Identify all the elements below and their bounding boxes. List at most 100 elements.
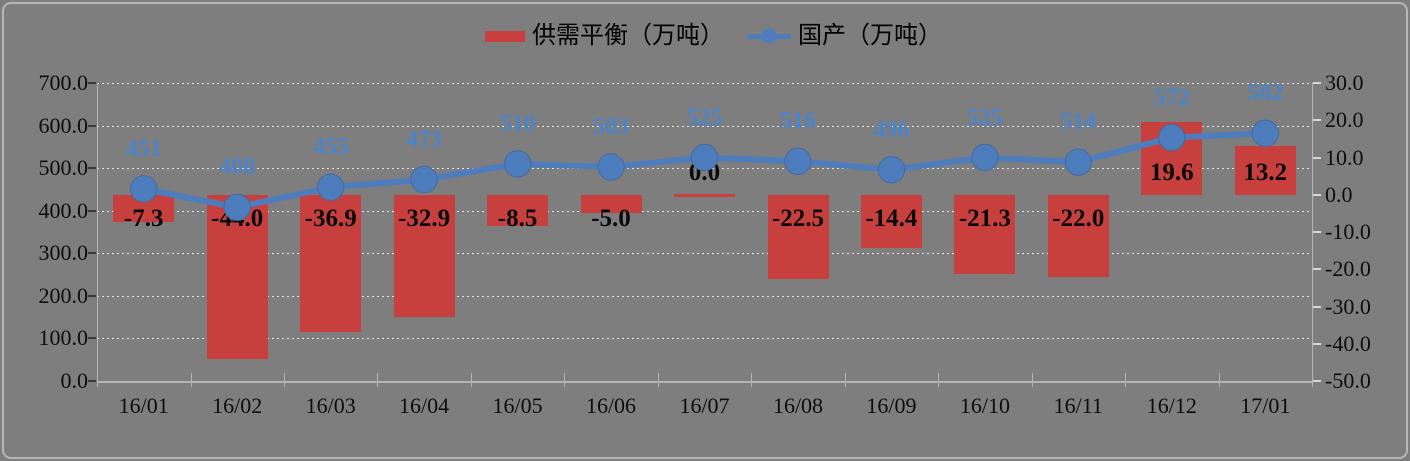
- y-axis-left-tick: [88, 337, 96, 340]
- balance-bar-label: -22.5: [771, 204, 825, 232]
- x-axis-label: 16/05: [492, 393, 543, 418]
- y-axis-left-label: 200.0: [38, 282, 89, 308]
- y-axis-right-tick: [1313, 119, 1321, 122]
- production-marker: [130, 175, 158, 203]
- x-axis-line: [97, 381, 1312, 383]
- balance-bar-label: 13.2: [1243, 158, 1288, 186]
- x-axis-tick: [377, 373, 379, 387]
- y-axis-right-label: -10.0: [1325, 219, 1371, 244]
- balance-bar: [860, 194, 922, 249]
- y-axis-left-tick: [88, 124, 96, 127]
- x-axis-tick: [97, 373, 98, 387]
- production-marker: [971, 143, 999, 172]
- balance-bar: [300, 194, 362, 333]
- y-axis-right-tick: [1313, 231, 1321, 233]
- line-series-swatch-icon: [747, 28, 791, 44]
- balance-bar-label: 19.6: [1149, 158, 1194, 186]
- balance-bar: [767, 194, 829, 279]
- balance-bar-label: -8.5: [497, 204, 538, 232]
- y-axis-left-label: 400.0: [38, 197, 89, 223]
- x-axis-tick: [283, 373, 285, 387]
- x-axis-tick: [938, 373, 940, 387]
- production-point-label: 525: [966, 104, 1003, 131]
- y-axis-left-tick: [88, 209, 96, 212]
- production-marker: [1064, 148, 1093, 176]
- x-axis-label: 16/03: [305, 393, 356, 418]
- y-axis-right-label: 0.0: [1325, 181, 1353, 207]
- legend-label-balance: 供需平衡（万吨）: [532, 23, 724, 49]
- production-marker: [597, 153, 625, 181]
- balance-bar: [1234, 145, 1296, 195]
- production-marker: [317, 173, 345, 202]
- balance-bar-label: -32.9: [398, 204, 451, 232]
- x-axis-tick: [1031, 373, 1033, 387]
- production-point-label: 496: [873, 116, 910, 143]
- production-marker: [784, 147, 812, 176]
- x-axis-tick: [844, 373, 846, 387]
- production-marker: [877, 156, 906, 184]
- balance-bar-label: -22.0: [1052, 204, 1105, 232]
- balance-bar: [487, 194, 549, 227]
- balance-bar: [674, 193, 735, 197]
- balance-bar-label: -36.9: [304, 204, 357, 232]
- y-axis-right-tick: [1313, 380, 1321, 382]
- y-axis-left-line: [97, 83, 98, 381]
- y-axis-right-label: 30.0: [1325, 70, 1364, 95]
- legend-item-production: 国产（万吨）: [747, 22, 942, 50]
- production-point-label: 455: [312, 134, 349, 161]
- production-marker: [1158, 123, 1186, 152]
- grid-line: [97, 83, 1312, 84]
- grid-line: [97, 210, 1312, 212]
- x-axis-tick: [470, 373, 472, 387]
- y-axis-left-label: 300.0: [38, 240, 89, 266]
- y-axis-left-label: 700.0: [38, 70, 89, 95]
- balance-bar-label: -5.0: [591, 204, 631, 232]
- production-point-label: 582: [1247, 80, 1284, 107]
- production-point-label: 473: [406, 126, 443, 153]
- balance-bar: [393, 194, 455, 318]
- x-axis-label: 17/01: [1240, 393, 1291, 418]
- y-axis-right-label: 10.0: [1325, 144, 1364, 170]
- x-axis-label: 16/07: [679, 393, 730, 418]
- x-axis-tick: [1125, 373, 1127, 387]
- x-axis-tick: [190, 373, 192, 387]
- y-axis-right-label: -40.0: [1325, 330, 1371, 356]
- x-axis-label: 16/09: [866, 393, 917, 418]
- x-axis-tick: [564, 373, 566, 387]
- production-point-label: 514: [1060, 109, 1097, 136]
- y-axis-right-tick: [1313, 156, 1321, 159]
- production-point-label: 572: [1153, 84, 1190, 111]
- grid-line: [97, 338, 1312, 340]
- y-axis-left-tick: [88, 82, 96, 84]
- bar-series-swatch-icon: [485, 30, 525, 42]
- production-point-label: 510: [499, 110, 536, 137]
- y-axis-left-label: 100.0: [38, 325, 89, 351]
- y-axis-left-label: 500.0: [38, 155, 89, 181]
- y-axis-right-label: -20.0: [1325, 256, 1371, 282]
- production-point-label: 451: [125, 136, 162, 162]
- balance-bar: [954, 194, 1016, 275]
- x-axis-tick: [751, 373, 753, 387]
- balance-bar: [580, 194, 642, 214]
- y-axis-left-tick: [88, 252, 96, 255]
- y-axis-right-tick: [1313, 305, 1321, 308]
- x-axis-label: 16/08: [772, 393, 824, 418]
- grid-line: [97, 253, 1312, 255]
- x-axis-tick: [1218, 373, 1220, 387]
- y-axis-left-label: 0.0: [60, 368, 89, 393]
- production-marker: [690, 143, 719, 172]
- production-marker: [223, 193, 251, 222]
- grid-line: [97, 295, 1312, 297]
- y-axis-left-tick: [88, 294, 96, 297]
- legend-item-balance: 供需平衡（万吨）: [485, 22, 724, 50]
- balance-bar: [1047, 194, 1109, 277]
- x-axis-label: 16/10: [959, 393, 1010, 418]
- x-axis-label: 16/04: [399, 393, 450, 418]
- x-axis-label: 16/01: [118, 393, 169, 418]
- x-axis-tick: [657, 373, 659, 387]
- y-axis-left-tick: [88, 380, 96, 382]
- x-axis-tick: [1312, 373, 1313, 387]
- y-axis-left-tick: [88, 167, 96, 170]
